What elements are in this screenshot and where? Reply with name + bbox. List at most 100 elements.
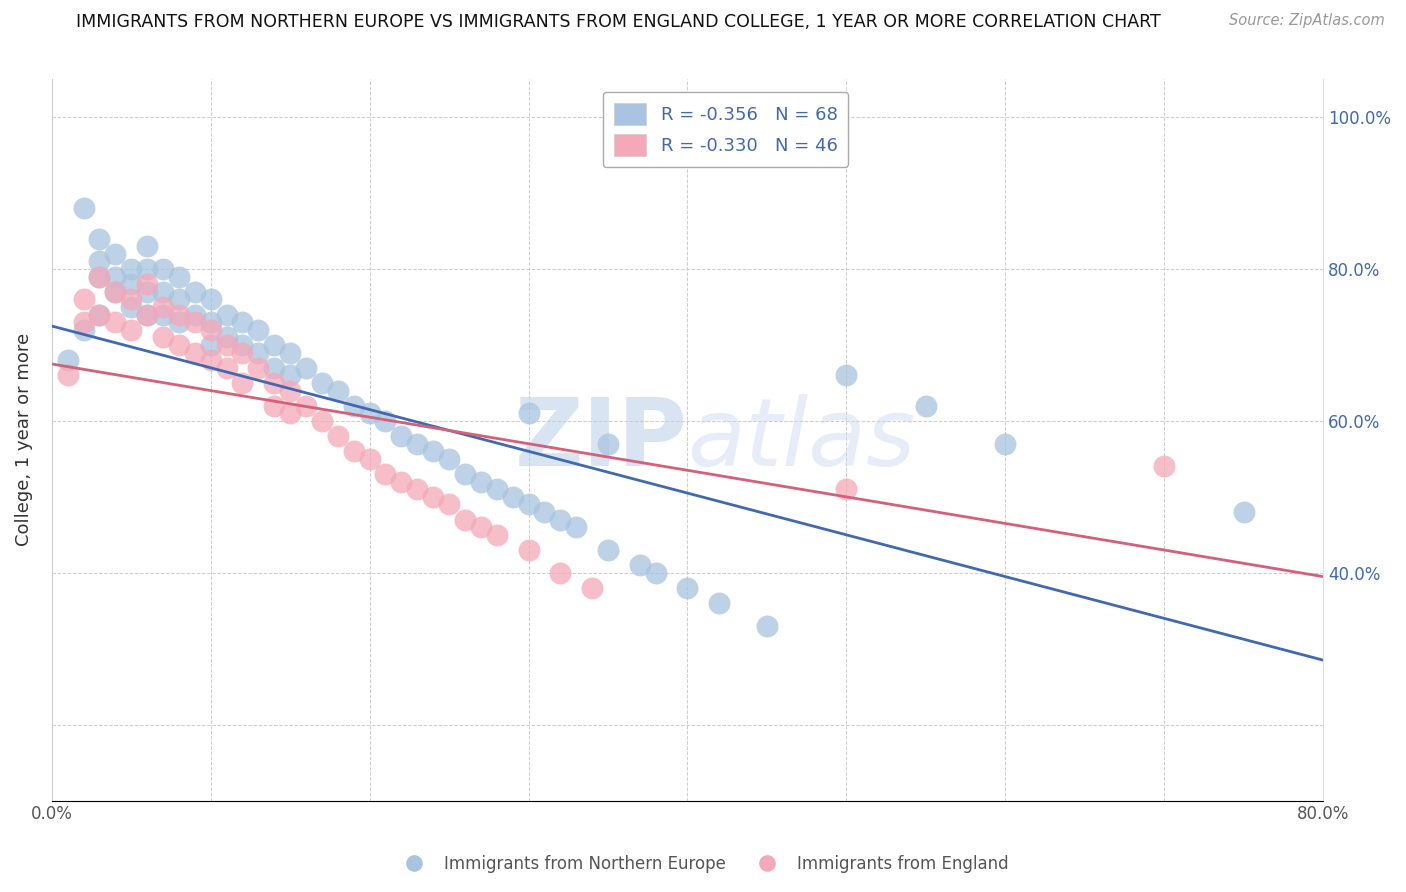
Text: atlas: atlas bbox=[688, 394, 915, 485]
Y-axis label: College, 1 year or more: College, 1 year or more bbox=[15, 334, 32, 547]
Point bbox=[89, 308, 111, 322]
Text: Source: ZipAtlas.com: Source: ZipAtlas.com bbox=[1229, 13, 1385, 29]
Point bbox=[152, 300, 174, 314]
Point bbox=[247, 360, 270, 375]
Point bbox=[278, 368, 301, 383]
Point bbox=[517, 543, 540, 558]
Point bbox=[184, 315, 207, 329]
Point bbox=[56, 353, 79, 368]
Point bbox=[231, 345, 253, 359]
Point bbox=[136, 308, 159, 322]
Point bbox=[835, 483, 858, 497]
Point bbox=[136, 285, 159, 299]
Point bbox=[437, 498, 460, 512]
Point bbox=[470, 475, 492, 489]
Point bbox=[89, 232, 111, 246]
Point bbox=[247, 345, 270, 359]
Point bbox=[533, 505, 555, 519]
Point bbox=[406, 436, 429, 450]
Point bbox=[278, 345, 301, 359]
Point bbox=[136, 239, 159, 253]
Point bbox=[550, 566, 572, 580]
Point bbox=[389, 475, 412, 489]
Point bbox=[200, 338, 222, 352]
Point bbox=[263, 338, 285, 352]
Point bbox=[389, 429, 412, 443]
Point bbox=[152, 285, 174, 299]
Point bbox=[676, 581, 699, 595]
Point bbox=[167, 293, 190, 307]
Point bbox=[550, 513, 572, 527]
Point bbox=[263, 360, 285, 375]
Point bbox=[517, 498, 540, 512]
Point bbox=[326, 429, 349, 443]
Text: ZIP: ZIP bbox=[515, 394, 688, 486]
Point bbox=[994, 436, 1017, 450]
Point bbox=[278, 384, 301, 398]
Point bbox=[644, 566, 666, 580]
Point bbox=[596, 436, 619, 450]
Point bbox=[755, 619, 778, 633]
Point bbox=[709, 596, 731, 610]
Point bbox=[359, 406, 381, 420]
Point bbox=[215, 330, 238, 344]
Point bbox=[263, 399, 285, 413]
Point bbox=[343, 444, 366, 458]
Point bbox=[502, 490, 524, 504]
Point bbox=[167, 269, 190, 284]
Point bbox=[311, 414, 333, 428]
Point bbox=[454, 513, 477, 527]
Point bbox=[565, 520, 588, 534]
Point bbox=[485, 528, 508, 542]
Point bbox=[374, 414, 396, 428]
Point bbox=[89, 269, 111, 284]
Point bbox=[72, 202, 94, 216]
Text: IMMIGRANTS FROM NORTHERN EUROPE VS IMMIGRANTS FROM ENGLAND COLLEGE, 1 YEAR OR MO: IMMIGRANTS FROM NORTHERN EUROPE VS IMMIG… bbox=[76, 13, 1161, 31]
Point bbox=[56, 368, 79, 383]
Point bbox=[167, 315, 190, 329]
Point bbox=[136, 308, 159, 322]
Point bbox=[152, 308, 174, 322]
Point bbox=[295, 399, 318, 413]
Legend: Immigrants from Northern Europe, Immigrants from England: Immigrants from Northern Europe, Immigra… bbox=[391, 848, 1015, 880]
Legend: R = -0.356   N = 68, R = -0.330   N = 46: R = -0.356 N = 68, R = -0.330 N = 46 bbox=[603, 92, 848, 167]
Point bbox=[104, 315, 127, 329]
Point bbox=[120, 293, 142, 307]
Point bbox=[278, 406, 301, 420]
Point bbox=[835, 368, 858, 383]
Point bbox=[359, 451, 381, 466]
Point bbox=[1233, 505, 1256, 519]
Point bbox=[120, 300, 142, 314]
Point bbox=[120, 323, 142, 337]
Point bbox=[914, 399, 936, 413]
Point bbox=[136, 262, 159, 277]
Point bbox=[247, 323, 270, 337]
Point bbox=[184, 308, 207, 322]
Point bbox=[72, 293, 94, 307]
Point bbox=[184, 345, 207, 359]
Point bbox=[422, 444, 444, 458]
Point bbox=[581, 581, 603, 595]
Point bbox=[406, 483, 429, 497]
Point bbox=[485, 483, 508, 497]
Point bbox=[422, 490, 444, 504]
Point bbox=[200, 315, 222, 329]
Point bbox=[326, 384, 349, 398]
Point bbox=[231, 338, 253, 352]
Point bbox=[200, 323, 222, 337]
Point bbox=[104, 269, 127, 284]
Point bbox=[628, 558, 651, 573]
Point bbox=[517, 406, 540, 420]
Point bbox=[200, 353, 222, 368]
Point bbox=[454, 467, 477, 481]
Point bbox=[89, 308, 111, 322]
Point bbox=[215, 360, 238, 375]
Point bbox=[311, 376, 333, 390]
Point bbox=[104, 285, 127, 299]
Point bbox=[152, 262, 174, 277]
Point bbox=[152, 330, 174, 344]
Point bbox=[72, 315, 94, 329]
Point bbox=[104, 247, 127, 261]
Point bbox=[200, 293, 222, 307]
Point bbox=[295, 360, 318, 375]
